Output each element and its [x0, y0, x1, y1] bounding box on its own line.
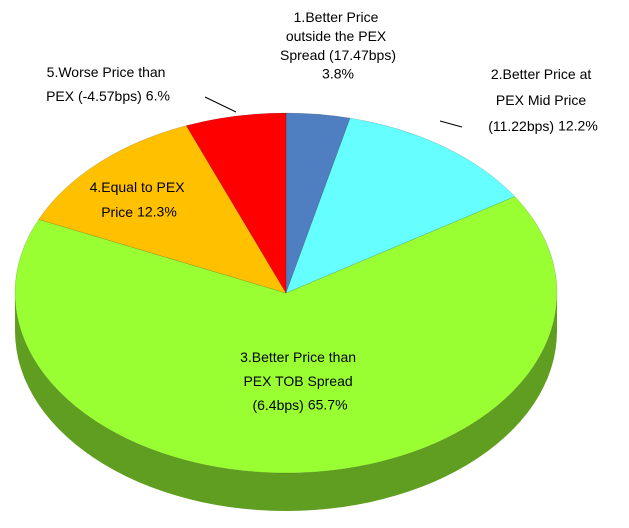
- slice-label: 2.Better Price at PEX Mid Price (11.22bp…: [488, 66, 595, 134]
- leader-line: [439, 120, 463, 128]
- pie: [14, 112, 558, 511]
- slice-label: 3.Better Price than PEX TOB Spread (6.4b…: [240, 349, 360, 413]
- value-label: 6.%: [146, 88, 170, 104]
- slice-label: 1.Better Price outside the PEX Spread (1…: [280, 9, 396, 63]
- pie-slice: [285, 117, 516, 294]
- slice-label: 5.Worse Price than PEX (-4.57bps): [46, 64, 169, 104]
- value-label: 65.7%: [308, 397, 348, 413]
- value-label: 3.8%: [322, 66, 354, 82]
- value-label: 12.2%: [558, 118, 598, 134]
- pie-slice: [14, 196, 558, 474]
- pie-slice: [285, 112, 351, 294]
- pie-side: [15, 293, 557, 511]
- value-label: 12.3%: [137, 204, 177, 220]
- pie-slice: [38, 125, 287, 294]
- leader-line: [204, 96, 237, 113]
- slice-label: 4.Equal to PEX Price: [90, 179, 189, 220]
- pie-slice: [185, 112, 287, 294]
